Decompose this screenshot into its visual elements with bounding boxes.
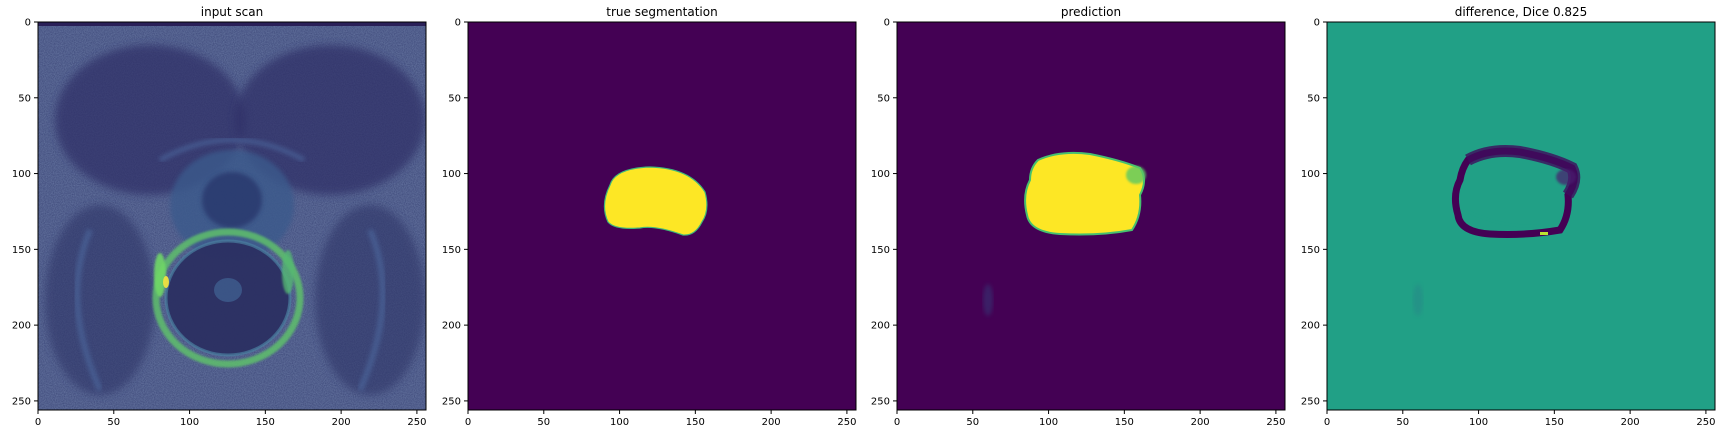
y-tick-label: 0 [884,18,890,29]
y-tick-label: 200 [12,321,31,332]
x-tick-label: 0 [35,417,41,428]
x-tick-label: 150 [1115,417,1134,428]
x-tick-label: 50 [537,417,550,428]
y-tick-label: 200 [871,321,890,332]
y-tick-label: 200 [442,321,461,332]
x-tick-label: 100 [180,417,199,428]
y-tick-label: 50 [1307,93,1320,104]
y-tick-label: 250 [12,396,31,407]
x-tick-label: 250 [407,417,426,428]
x-tick-label: 200 [1191,417,1210,428]
y-tick-label: 100 [442,169,461,180]
y-tick-label: 50 [877,93,890,104]
y-tick-label: 150 [1301,245,1320,256]
x-tick-label: 0 [894,417,900,428]
y-tick-label: 150 [442,245,461,256]
panel-title: input scan [201,5,264,19]
mri-scan-image [38,22,426,410]
x-tick-label: 200 [332,417,351,428]
y-tick-label: 50 [448,93,461,104]
x-tick-label: 50 [107,417,120,428]
x-tick-label: 0 [1324,417,1330,428]
x-tick-label: 150 [256,417,275,428]
y-tick-label: 0 [455,18,461,29]
x-tick-label: 250 [837,417,856,428]
panel-input-scan: input scan [38,5,426,410]
x-tick-label: 250 [1266,417,1285,428]
axes-difference: 0 50 100 150 200 250 0 50 100 150 200 250 [1301,18,1716,428]
panel-title: prediction [1061,5,1121,19]
panel-title: true segmentation [606,5,717,19]
x-tick-label: 250 [1696,417,1715,428]
y-tick-label: 100 [12,169,31,180]
x-tick-label: 100 [610,417,629,428]
axes-prediction: 0 50 100 150 200 250 0 50 100 150 200 250 [871,18,1286,428]
panel-prediction: prediction [897,5,1285,410]
x-tick-label: 50 [1396,417,1409,428]
y-tick-label: 250 [442,396,461,407]
y-tick-label: 0 [1314,18,1320,29]
panel-true-segmentation: true segmentation [468,5,856,410]
axes-frame [37,21,427,411]
x-tick-label: 200 [1621,417,1640,428]
axes-frame [896,21,1286,411]
x-tick-label: 0 [465,417,471,428]
segmentation-mask [603,166,708,236]
y-tick-label: 150 [12,245,31,256]
y-tick-label: 0 [25,18,31,29]
y-tick-label: 100 [1301,169,1320,180]
panel-difference: difference, Dice 0.825 [1327,5,1715,410]
y-tick-label: 250 [1301,396,1320,407]
axes-input: 0 50 100 150 200 250 0 50 100 150 200 250 [12,18,427,428]
x-tick-label: 100 [1039,417,1058,428]
x-tick-label: 150 [1545,417,1564,428]
y-tick-label: 150 [871,245,890,256]
x-tick-label: 200 [762,417,781,428]
prediction-mask [1024,151,1145,236]
panel-title: difference, Dice 0.825 [1455,5,1588,19]
y-tick-label: 250 [871,396,890,407]
x-tick-label: 150 [686,417,705,428]
y-tick-label: 100 [871,169,890,180]
y-tick-label: 50 [18,93,31,104]
axes-frame [467,21,857,411]
x-tick-label: 50 [966,417,979,428]
axes-layer: 0 50 100 150 200 250 0 50 100 150 200 250 0 50 100 150 2… [12,18,1716,428]
difference-image [1327,22,1715,410]
prediction-image [897,22,1285,410]
x-tick-label: 100 [1469,417,1488,428]
true-segmentation-image [468,22,856,410]
axes-truth: 0 50 100 150 200 250 0 50 100 150 200 250 [442,18,857,428]
axes-frame [1326,21,1716,411]
y-tick-label: 200 [1301,321,1320,332]
